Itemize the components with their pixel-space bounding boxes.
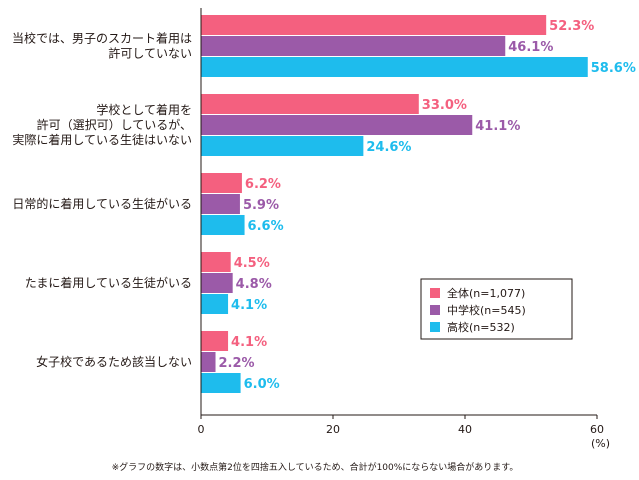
bar: [201, 57, 588, 77]
category-label: たまに着用している生徒がいる: [25, 275, 192, 290]
bars: [201, 15, 588, 393]
value-label: 6.2%: [245, 177, 281, 192]
legend-swatch: [430, 322, 440, 332]
bar: [201, 173, 242, 193]
legend-label: 全体(n=1,077): [447, 286, 525, 300]
value-label: 46.1%: [508, 40, 553, 55]
category-label: 女子校であるため該当しない: [36, 354, 192, 369]
bar: [201, 94, 419, 114]
legend-label: 高校(n=532): [447, 320, 515, 334]
x-tick-label: 0: [198, 423, 205, 436]
bar: [201, 194, 240, 214]
value-label: 4.5%: [234, 256, 270, 271]
x-tick-label: 20: [326, 423, 340, 436]
value-labels: 52.3% 46.1% 58.6% 33.0% 41.1% 24.6% 6.2% 5.9% 6.…: [219, 19, 636, 392]
value-label: 4.8%: [236, 277, 272, 292]
value-label: 4.1%: [231, 298, 267, 313]
legend: 全体(n=1,077) 中学校(n=545) 高校(n=532): [420, 278, 573, 340]
x-axis: 0 20 40 60(%): [198, 8, 610, 450]
bar: [201, 15, 547, 35]
category-label: 当校では、男子のスカート着用は許可していない: [12, 31, 192, 61]
value-label: 5.9%: [243, 198, 279, 213]
bar: [201, 294, 229, 314]
legend-swatch: [430, 305, 440, 315]
value-label: 58.6%: [591, 61, 636, 76]
value-label: 41.1%: [475, 119, 520, 134]
category-label: 学校として着用を許可（選択可）しているが、実際に着用している生徒はいない: [12, 102, 192, 147]
x-tick-label: 60: [590, 423, 604, 436]
value-label: 6.6%: [248, 219, 284, 234]
bar: [201, 352, 216, 372]
legend-label: 中学校(n=545): [447, 303, 526, 317]
value-label: 4.1%: [231, 335, 267, 350]
footnote: ※グラフの数字は、小数点第2位を四捨五入しているため、合計が100%にならない場…: [112, 461, 519, 473]
bar: [201, 115, 473, 135]
value-label: 52.3%: [549, 19, 594, 34]
x-tick-label: 40: [458, 423, 472, 436]
category-labels: 当校では、男子のスカート着用は許可していない学校として着用を許可（選択可）してい…: [12, 31, 192, 370]
bar: [201, 36, 506, 56]
bar: [201, 252, 231, 272]
category-label: 日常的に着用している生徒がいる: [12, 196, 192, 211]
bar: [201, 373, 241, 393]
bar: [201, 331, 229, 351]
bar: [201, 273, 233, 293]
x-axis-unit: (%): [591, 437, 610, 450]
legend-swatch: [430, 288, 440, 298]
bar: [201, 215, 245, 235]
bar: [201, 136, 364, 156]
value-label: 6.0%: [244, 377, 280, 392]
legend-box: [420, 278, 573, 340]
value-label: 2.2%: [219, 356, 255, 371]
value-label: 33.0%: [422, 98, 467, 113]
value-label: 24.6%: [366, 140, 411, 155]
